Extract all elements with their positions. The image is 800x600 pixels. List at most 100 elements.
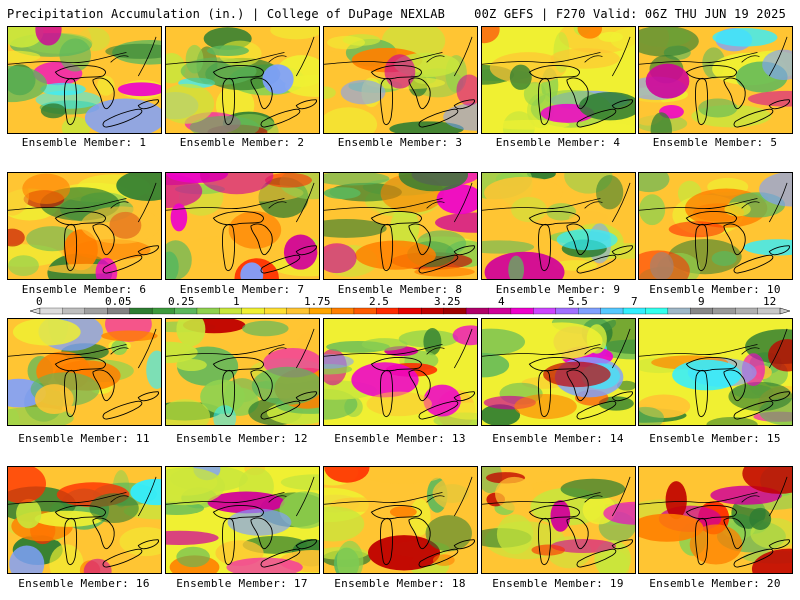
precip-blob [34,384,74,415]
colorbar-segment [174,307,198,315]
lake-outline [538,78,552,126]
ensemble-panel [323,26,478,134]
colorbar-segment [465,307,489,315]
ensemble-panel [7,172,162,280]
precip-blob [578,91,635,121]
precip-blob [768,339,792,372]
lake-outline [260,254,301,274]
ensemble-member-label: Ensemble Member: 19 [492,577,624,590]
precip-blob [8,255,39,277]
precip-blob [166,83,215,124]
precip-blob [689,524,743,565]
colorbar-segment [533,307,557,315]
precip-blob [166,399,211,425]
lake-outline [260,400,301,420]
precip-blob [361,338,408,351]
precip-map [166,173,319,279]
precip-blob [8,65,47,103]
precip-blob [639,173,670,193]
border-line [8,36,157,77]
precip-blob [116,173,161,201]
precip-blob [384,54,416,89]
colorbar-segment [286,307,310,315]
lake-outline [418,108,459,128]
ensemble-panel [165,466,320,574]
precip-blob [645,63,690,99]
precip-map [324,319,477,425]
precip-blob [665,481,687,520]
precip-blob [762,49,792,80]
colorbar-segment [331,307,355,315]
precip-map [482,27,635,133]
colorbar-tick-label: 0 [36,297,43,308]
precip-blob [568,211,609,225]
precip-blob [283,234,318,270]
border-line [324,328,473,369]
precip-blob [484,251,565,279]
precip-blob [603,501,635,525]
precip-blob [336,540,364,573]
lake-outline [566,77,589,110]
precip-blob [8,50,41,63]
precip-blob [751,548,792,573]
ensemble-panel [7,26,162,134]
lake-outline [576,254,617,274]
colorbar-segment [107,307,131,315]
colorbar-tick-label: 12 [763,297,776,308]
precip-blob [596,175,624,210]
precip-blob [456,74,477,106]
precip-blob [340,80,386,105]
precip-blob [8,467,46,504]
colorbar-tick-label: 0.25 [168,297,195,308]
precip-blob [575,123,635,133]
ensemble-panel [7,318,162,426]
ensemble-member-label: Ensemble Member: 15 [649,432,781,445]
precip-blob [508,255,525,279]
precip-blob [436,184,477,215]
ensemble-member-label: Ensemble Member: 6 [21,283,147,296]
precip-blob [639,27,699,57]
precip-blob [489,119,570,130]
ensemble-member-label: Ensemble Member: 13 [334,432,466,445]
lake-outline [295,245,317,256]
precip-blob [747,90,792,107]
precip-blob [423,328,442,356]
ensemble-panel [165,26,320,134]
precip-colorbar: 0 0.05 0.25 1 1.75 2.5 3.25 4 5.5 7 9 12 [30,297,790,315]
precip-blob [711,251,737,266]
lake-outline [695,518,709,566]
precip-blob [432,554,455,566]
lake-outline [576,400,617,420]
colorbar-segment [578,307,602,315]
lake-outline [250,223,273,256]
precip-blob [166,501,204,515]
precip-blob [432,473,477,514]
precip-blob [556,229,618,251]
lake-outline [733,254,774,274]
lake-outline [768,539,790,550]
precip-map [324,467,477,573]
precip-map [324,27,477,133]
precip-blob [484,176,563,209]
ensemble-member-label: Ensemble Member: 20 [649,577,781,590]
ensemble-member-label: Ensemble Member: 5 [652,136,778,149]
precip-blob [520,322,603,360]
precip-blob [495,476,535,511]
precip-blob [390,207,420,248]
lake-outline [64,370,78,418]
lake-outline [695,78,709,126]
precip-blob [398,173,469,192]
precip-blob [531,544,566,556]
colorbar-segment [39,307,63,315]
lake-outline [137,245,159,256]
lake-outline [260,108,301,128]
precip-blob [89,493,139,523]
lake-outline [538,370,552,418]
colorbar-left-arrow [30,307,41,315]
border-line [324,36,473,77]
lake-outline [380,518,394,566]
precip-map [8,27,161,133]
colorbar-tick-label: 7 [631,297,638,308]
lake-outline [723,517,746,550]
border-line [166,36,315,77]
